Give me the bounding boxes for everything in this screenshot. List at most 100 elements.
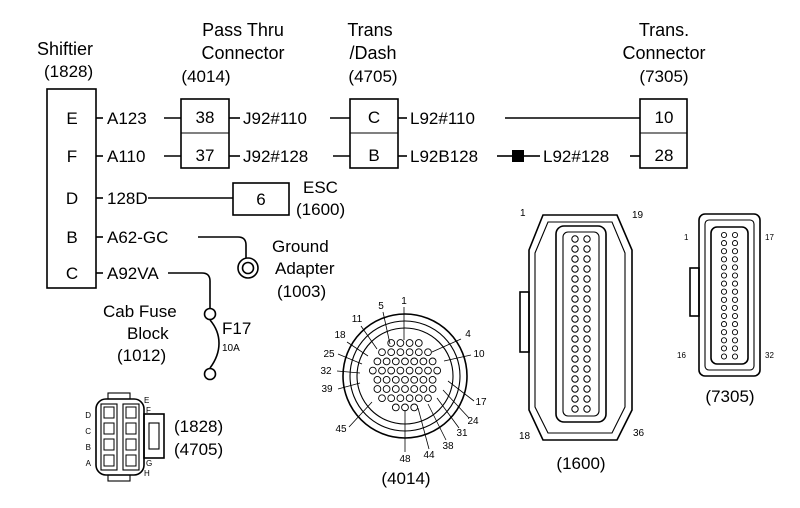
connector-1600-drawing xyxy=(519,214,633,441)
conn4014-pin xyxy=(373,357,382,366)
conn1828-letter-c: C xyxy=(85,427,91,436)
conn4014-pin xyxy=(396,394,405,403)
conn4014-pin-label-38: 38 xyxy=(442,441,454,452)
conn1600-corner-19: 19 xyxy=(632,210,644,221)
conn4014-pin xyxy=(391,403,400,412)
conn4014-pin-label-5: 5 xyxy=(378,301,384,312)
conn4014-leader-line xyxy=(337,353,363,365)
conn1600-pin xyxy=(571,395,579,403)
conn1600-pin xyxy=(583,405,591,413)
conn1828-letter-h: H xyxy=(144,469,150,478)
conn4014-pin xyxy=(391,385,400,393)
conn4014-leader-line xyxy=(417,407,430,450)
conn7305-pin xyxy=(720,264,728,271)
conn4014-pin-label-1: 1 xyxy=(401,296,407,307)
conn1600-pin xyxy=(571,305,579,313)
conn7305-pin xyxy=(720,329,728,336)
esc-box xyxy=(232,182,290,216)
conn7305-pin xyxy=(720,345,728,352)
conn1828-cavity xyxy=(103,406,115,419)
conn1600-pin xyxy=(571,375,579,383)
passthru-pin-37: 37 xyxy=(196,146,215,165)
conn7305-corner-32: 32 xyxy=(765,351,774,360)
conn1828-letter-e: E xyxy=(144,396,149,405)
conn1600-pin xyxy=(571,365,579,373)
conn4014-pin xyxy=(424,394,432,403)
conn1600-pin xyxy=(571,355,579,363)
conn4014-pin xyxy=(378,366,386,375)
shiftier-number: (1828) xyxy=(44,62,93,81)
ground-number: (1003) xyxy=(277,282,326,301)
passthru-pin-38: 38 xyxy=(196,108,215,127)
conn4014-pin xyxy=(410,375,419,384)
conn4014-pin-label-4: 4 xyxy=(465,329,471,340)
conn1600-pin xyxy=(583,245,591,253)
conn7305-pin xyxy=(731,248,739,255)
transdash-title-line1: Trans xyxy=(347,20,392,40)
conn1600-pin xyxy=(583,345,591,353)
conn4014-pin xyxy=(368,366,377,375)
conn1600-pin xyxy=(571,385,579,393)
wire-label-l92-128: L92#128 xyxy=(543,147,609,166)
fuse-rating: 10A xyxy=(222,343,240,354)
conn1828-letter-d: D xyxy=(85,411,91,420)
conn4014-pin xyxy=(391,357,400,366)
conn1600-corner-18: 18 xyxy=(519,431,531,442)
conn7305-pin xyxy=(731,345,739,352)
ground-adapter-outer-ring xyxy=(237,257,259,279)
conn1600-caption: (1600) xyxy=(556,454,605,473)
ground-title-line1: Ground xyxy=(272,237,329,256)
conn4014-pin xyxy=(396,366,405,375)
conn1600-pin xyxy=(583,275,591,283)
transconn-title-line1: Trans. xyxy=(639,20,689,40)
conn4014-pin xyxy=(419,385,428,393)
cabfuse-number: (1012) xyxy=(117,346,166,365)
shiftier-title: Shiftier xyxy=(37,39,93,59)
conn4014-leader-line xyxy=(337,382,361,390)
cabfuse-title-line1: Cab Fuse xyxy=(103,302,177,321)
transdash-number: (4705) xyxy=(348,67,397,86)
passthru-number: (4014) xyxy=(181,67,230,86)
conn4014-pin xyxy=(414,348,423,357)
connector-1828-drawing xyxy=(95,392,165,482)
conn7305-pin xyxy=(720,288,728,295)
conn4014-pin xyxy=(378,348,386,357)
conn1828-cavity xyxy=(103,422,115,435)
transconn-pin-10: 10 xyxy=(655,108,674,127)
conn4014-pin xyxy=(401,357,409,366)
conn4014-leader-line xyxy=(431,338,462,353)
conn4014-pin-label-31: 31 xyxy=(456,428,468,439)
conn7305-corner-17: 17 xyxy=(765,233,774,242)
conn1828-letter-f: F xyxy=(146,406,151,415)
conn7305-corner-16: 16 xyxy=(677,351,686,360)
shiftier-pin-b: B xyxy=(66,228,77,247)
conn1828-cavity xyxy=(103,438,115,451)
ground-adapter-inner-ring xyxy=(241,261,255,275)
passthru-title-line2: Connector xyxy=(201,43,284,63)
conn4014-pin xyxy=(410,385,419,393)
conn7305-pin xyxy=(720,240,728,247)
conn1600-pin xyxy=(583,295,591,303)
shiftier-pin-e: E xyxy=(66,109,77,128)
conn4014-pin-label-10: 10 xyxy=(473,349,485,360)
conn4014-pin xyxy=(373,385,382,393)
wire-label-a62-gc: A62-GC xyxy=(107,228,168,247)
conn4014-pin xyxy=(410,357,419,366)
conn1600-pin xyxy=(583,235,591,243)
conn1600-pin xyxy=(583,255,591,263)
conn4014-leader-line xyxy=(436,397,460,429)
conn7305-pin xyxy=(731,231,739,239)
conn7305-pin xyxy=(720,248,728,255)
conn4014-pin xyxy=(428,357,437,366)
conn7305-pin xyxy=(731,288,739,295)
conn7305-pin xyxy=(720,272,728,279)
conn4014-pin xyxy=(387,366,396,375)
transdash-title-line2: /Dash xyxy=(349,43,396,63)
conn1600-pin xyxy=(583,365,591,373)
conn4014-pin xyxy=(382,375,391,384)
conn7305-pin xyxy=(720,321,728,328)
conn1828-cavity xyxy=(103,454,115,467)
conn4014-pin-label-48: 48 xyxy=(399,454,411,465)
conn7305-pin xyxy=(720,296,728,303)
conn1600-pin xyxy=(583,265,591,273)
